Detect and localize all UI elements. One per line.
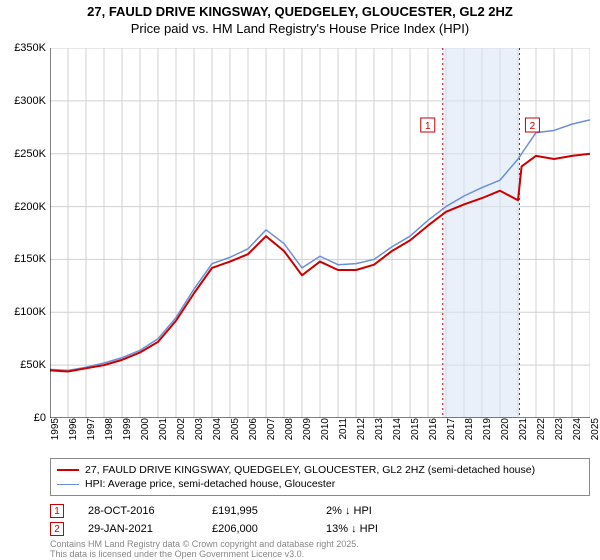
y-label: £100K bbox=[14, 306, 46, 318]
y-label: £350K bbox=[14, 42, 46, 54]
title-block: 27, FAULD DRIVE KINGSWAY, QUEDGELEY, GLO… bbox=[0, 0, 600, 36]
sales-table: 1 28-OCT-2016 £191,995 2% ↓ HPI 2 29-JAN… bbox=[50, 500, 590, 536]
line-chart-svg: 12 bbox=[50, 48, 590, 418]
legend-item-property: 27, FAULD DRIVE KINGSWAY, QUEDGELEY, GLO… bbox=[57, 463, 583, 477]
footer-line2: This data is licensed under the Open Gov… bbox=[50, 550, 359, 560]
x-label: 2020 bbox=[500, 418, 511, 440]
legend-swatch-property bbox=[57, 469, 79, 471]
y-label: £0 bbox=[34, 412, 46, 424]
x-label: 2019 bbox=[482, 418, 493, 440]
x-label: 2012 bbox=[356, 418, 367, 440]
sale-pct-2: 13% ↓ HPI bbox=[326, 523, 426, 535]
svg-text:1: 1 bbox=[425, 121, 431, 132]
legend-label-hpi: HPI: Average price, semi-detached house,… bbox=[85, 478, 335, 490]
x-label: 2013 bbox=[374, 418, 385, 440]
sale-pct-1: 2% ↓ HPI bbox=[326, 505, 426, 517]
x-label: 2000 bbox=[140, 418, 151, 440]
x-label: 2015 bbox=[410, 418, 421, 440]
x-label: 2024 bbox=[572, 418, 583, 440]
y-label: £200K bbox=[14, 201, 46, 213]
chart-container: 27, FAULD DRIVE KINGSWAY, QUEDGELEY, GLO… bbox=[0, 0, 600, 560]
highlight-band bbox=[443, 48, 520, 418]
x-axis-labels: 1995 1996 1997 1998 1999 2000 2001 2002 2003 2004… bbox=[50, 418, 590, 458]
x-label: 2009 bbox=[302, 418, 313, 440]
legend: 27, FAULD DRIVE KINGSWAY, QUEDGELEY, GLO… bbox=[50, 458, 590, 496]
x-label: 2007 bbox=[266, 418, 277, 440]
sale-date-2: 29-JAN-2021 bbox=[88, 523, 188, 535]
legend-label-property: 27, FAULD DRIVE KINGSWAY, QUEDGELEY, GLO… bbox=[85, 464, 535, 476]
legend-swatch-hpi bbox=[57, 484, 79, 485]
x-label: 2002 bbox=[176, 418, 187, 440]
x-label: 1999 bbox=[122, 418, 133, 440]
chart-area: 12 £0£50K£100K£150K£200K£250K£300K£350K bbox=[50, 48, 590, 418]
x-label: 2011 bbox=[338, 418, 349, 440]
y-label: £150K bbox=[14, 253, 46, 265]
sale-row-2: 2 29-JAN-2021 £206,000 13% ↓ HPI bbox=[50, 522, 590, 536]
x-label: 2005 bbox=[230, 418, 241, 440]
x-label: 2003 bbox=[194, 418, 205, 440]
sale-date-1: 28-OCT-2016 bbox=[88, 505, 188, 517]
x-label: 1995 bbox=[50, 418, 61, 440]
x-label: 2023 bbox=[554, 418, 565, 440]
y-label: £50K bbox=[20, 359, 46, 371]
x-label: 2001 bbox=[158, 418, 169, 440]
sale-price-2: £206,000 bbox=[212, 523, 302, 535]
svg-text:2: 2 bbox=[530, 121, 536, 132]
sale-price-1: £191,995 bbox=[212, 505, 302, 517]
sale-marker-2: 2 bbox=[50, 522, 64, 536]
x-label: 2017 bbox=[446, 418, 457, 440]
x-label: 2018 bbox=[464, 418, 475, 440]
title-line1: 27, FAULD DRIVE KINGSWAY, QUEDGELEY, GLO… bbox=[0, 4, 600, 19]
x-label: 2014 bbox=[392, 418, 403, 440]
legend-item-hpi: HPI: Average price, semi-detached house,… bbox=[57, 477, 583, 491]
x-label: 2004 bbox=[212, 418, 223, 440]
x-label: 2010 bbox=[320, 418, 331, 440]
x-label: 1998 bbox=[104, 418, 115, 440]
x-label: 2025 bbox=[590, 418, 600, 440]
x-label: 2008 bbox=[284, 418, 295, 440]
footer: Contains HM Land Registry data © Crown c… bbox=[50, 540, 359, 560]
y-label: £300K bbox=[14, 95, 46, 107]
x-label: 1996 bbox=[68, 418, 79, 440]
x-label: 2016 bbox=[428, 418, 439, 440]
title-line2: Price paid vs. HM Land Registry's House … bbox=[0, 21, 600, 36]
x-label: 2006 bbox=[248, 418, 259, 440]
x-label: 1997 bbox=[86, 418, 97, 440]
x-label: 2022 bbox=[536, 418, 547, 440]
x-label: 2021 bbox=[518, 418, 529, 440]
y-label: £250K bbox=[14, 148, 46, 160]
sale-marker-1: 1 bbox=[50, 504, 64, 518]
sale-row-1: 1 28-OCT-2016 £191,995 2% ↓ HPI bbox=[50, 504, 590, 518]
